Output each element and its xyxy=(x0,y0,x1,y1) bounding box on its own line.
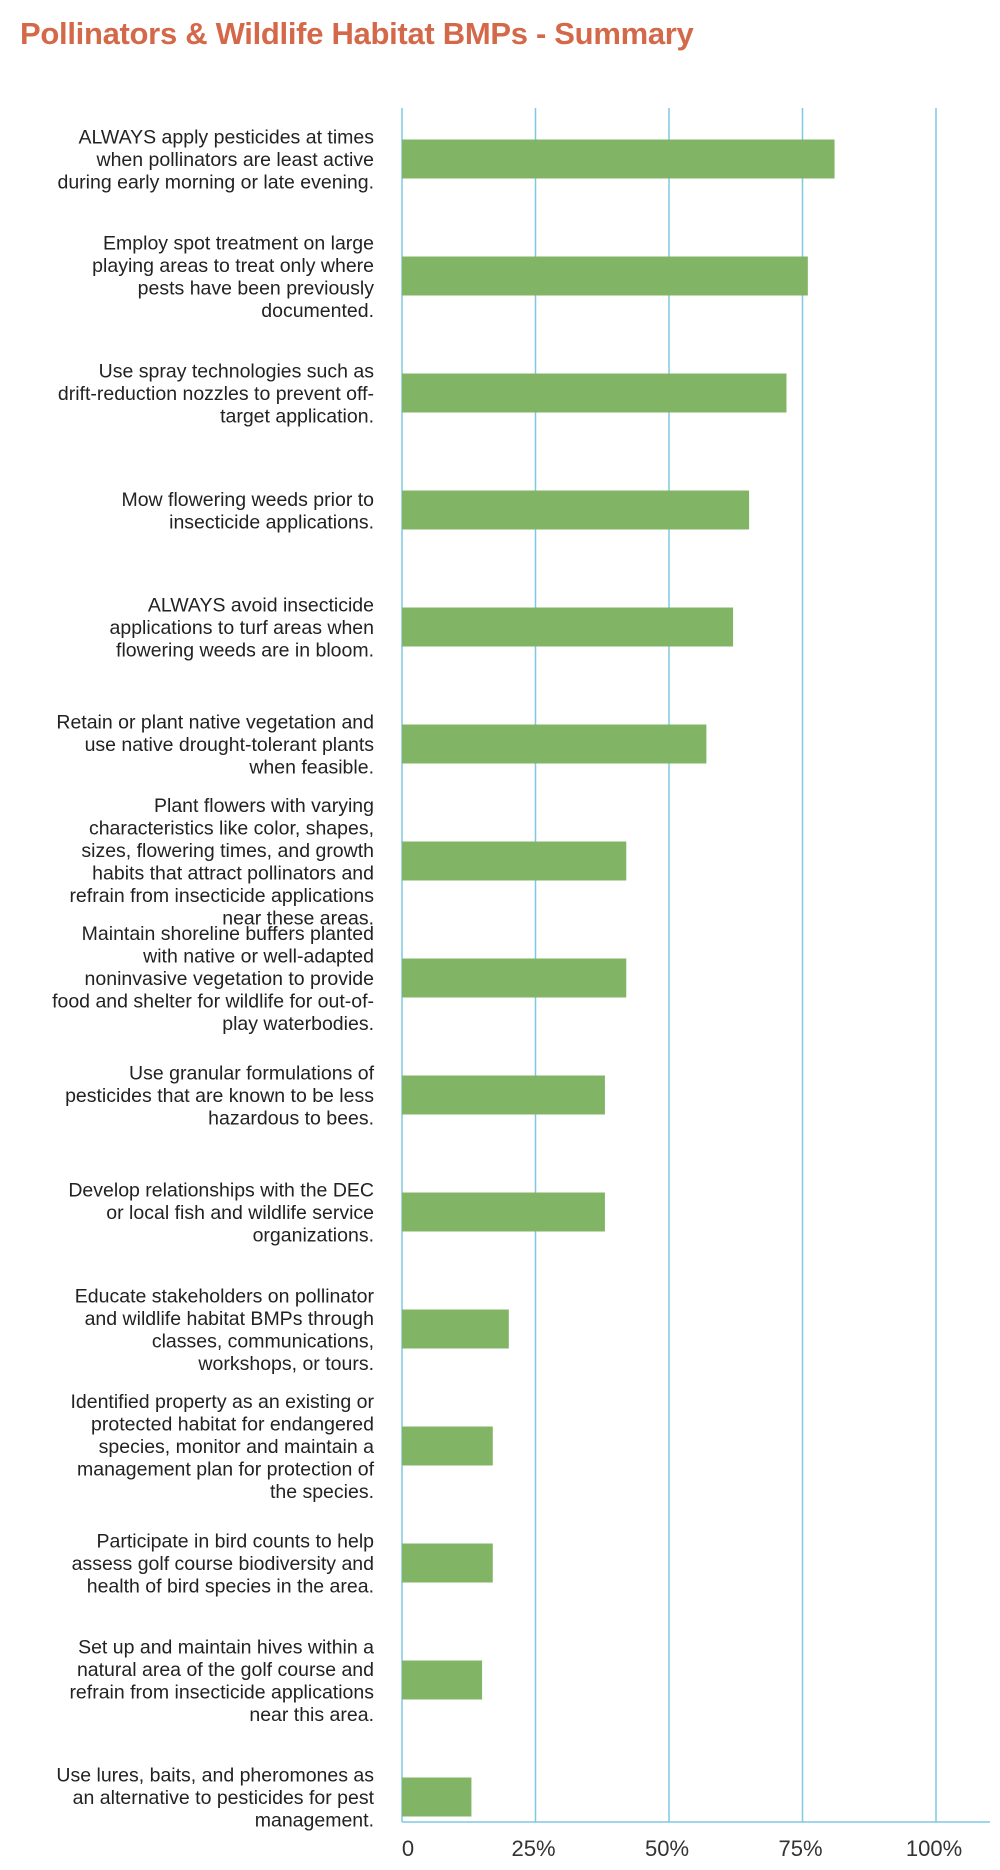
category-label-3: Use spray technologies such as drift-redu… xyxy=(58,361,374,428)
category-label-1: ALWAYS apply pesticides at times when pol… xyxy=(57,127,374,194)
category-label-11: Educate stakeholders on pollinator and wi… xyxy=(75,1285,375,1375)
bar-4 xyxy=(402,490,750,530)
category-label-4: Mow flowering weeds prior to insecticide … xyxy=(121,489,374,534)
category-label-8: Maintain shoreline buffers planted with n… xyxy=(52,923,374,1035)
category-label-6: Retain or plant native vegetation and use… xyxy=(56,712,374,779)
bar-3 xyxy=(402,373,787,413)
category-label-5: ALWAYS avoid insecticide applications to … xyxy=(110,595,375,662)
category-label-9: Use granular formulations of pesticides t… xyxy=(65,1063,375,1130)
category-label-13: Participate in bird counts to help assess… xyxy=(72,1531,375,1598)
category-label-10: Develop relationships with the DEC or loc… xyxy=(68,1180,374,1247)
bar-14 xyxy=(402,1660,483,1700)
x-tick-label-50: 50% xyxy=(645,1836,689,1861)
x-tick-label-25: 25% xyxy=(511,1836,555,1861)
category-label-7: Plant flowers with varying characteristic… xyxy=(69,795,374,930)
bar-8 xyxy=(402,958,627,998)
x-tick-label-0: 0 xyxy=(402,1836,414,1861)
bar-9 xyxy=(402,1075,605,1115)
chart-title: Pollinators & Wildlife Habitat BMPs - Su… xyxy=(20,16,694,51)
bar-2 xyxy=(402,256,808,296)
category-label-14: Set up and maintain hives within a natura… xyxy=(69,1636,374,1726)
bar-13 xyxy=(402,1543,493,1583)
category-label-12: Identified property as an existing or pro… xyxy=(70,1391,374,1503)
bar-6 xyxy=(402,724,707,764)
x-tick-label-100: 100% xyxy=(906,1836,962,1861)
bar-11 xyxy=(402,1309,509,1349)
category-label-2: Employ spot treatment on large playing ar… xyxy=(92,232,374,322)
bar-12 xyxy=(402,1426,493,1466)
bar-10 xyxy=(402,1192,605,1232)
bar-7 xyxy=(402,841,627,881)
bar-1 xyxy=(402,139,835,179)
bar-5 xyxy=(402,607,734,647)
bar-15 xyxy=(402,1777,472,1817)
category-label-15: Use lures, baits, and pheromones as an al… xyxy=(56,1765,374,1832)
x-tick-label-75: 75% xyxy=(778,1836,822,1861)
